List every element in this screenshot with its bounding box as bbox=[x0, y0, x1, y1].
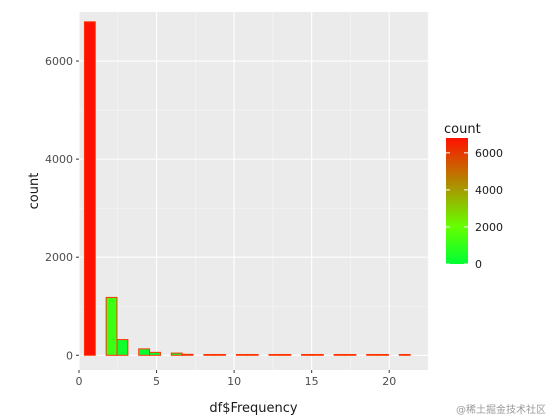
bars bbox=[83, 21, 411, 356]
histogram-bar bbox=[398, 353, 411, 356]
histogram-bar bbox=[279, 353, 292, 356]
legend-title: count bbox=[444, 122, 481, 137]
histogram-bar bbox=[138, 348, 151, 356]
x-axis-title: df$Frequency bbox=[209, 401, 298, 416]
histogram-bar bbox=[246, 353, 259, 356]
y-axis-ticks: 0 2000 4000 6000 bbox=[45, 55, 79, 362]
legend-breaks: 0 2000 4000 6000 bbox=[446, 147, 503, 271]
x-tick-label: 10 bbox=[227, 375, 241, 388]
histogram-bar bbox=[149, 351, 161, 356]
minor-gridlines bbox=[79, 12, 429, 370]
histogram-bar bbox=[301, 353, 313, 356]
histogram-bar bbox=[344, 353, 357, 356]
x-tick-label: 5 bbox=[153, 375, 160, 388]
legend-break-label: 2000 bbox=[475, 221, 503, 234]
histogram-bar bbox=[181, 353, 194, 356]
legend-colorbar bbox=[446, 138, 468, 264]
histogram-bar bbox=[203, 353, 216, 356]
legend-break-label: 6000 bbox=[475, 147, 503, 160]
legend-break-label: 4000 bbox=[475, 184, 503, 197]
x-axis-ticks: 0 5 10 15 20 bbox=[76, 370, 396, 388]
y-tick-label: 4000 bbox=[45, 153, 73, 166]
histogram-bar bbox=[105, 296, 118, 356]
y-tick-label: 6000 bbox=[45, 55, 73, 68]
x-tick-label: 0 bbox=[76, 375, 83, 388]
histogram-bar bbox=[268, 353, 281, 356]
legend-break-label: 0 bbox=[475, 258, 482, 271]
histogram-bar bbox=[170, 352, 183, 356]
histogram-bar bbox=[116, 339, 129, 356]
histogram-bar bbox=[235, 353, 248, 356]
color-legend: count 0 2000 4000 6000 bbox=[444, 122, 503, 271]
y-tick-label: 0 bbox=[66, 349, 73, 362]
watermark: @稀土掘金技术社区 bbox=[456, 405, 546, 416]
histogram-bar bbox=[333, 353, 346, 356]
x-tick-label: 15 bbox=[305, 375, 319, 388]
plot-panel bbox=[79, 12, 428, 370]
histogram-bar bbox=[83, 21, 96, 356]
histogram-bar bbox=[214, 353, 227, 356]
x-tick-label: 20 bbox=[382, 375, 396, 388]
histogram-bar bbox=[311, 353, 324, 356]
histogram-bar bbox=[377, 353, 389, 356]
y-axis-title: count bbox=[27, 173, 42, 210]
histogram-bar bbox=[366, 353, 379, 356]
y-tick-label: 2000 bbox=[45, 251, 73, 264]
